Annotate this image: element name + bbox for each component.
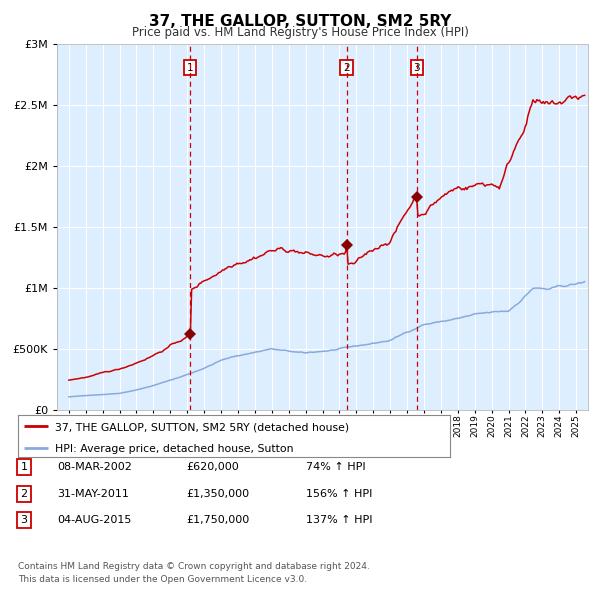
Text: 31-MAY-2011: 31-MAY-2011 bbox=[57, 489, 129, 499]
Text: This data is licensed under the Open Government Licence v3.0.: This data is licensed under the Open Gov… bbox=[18, 575, 307, 584]
Text: Contains HM Land Registry data © Crown copyright and database right 2024.: Contains HM Land Registry data © Crown c… bbox=[18, 562, 370, 571]
Text: 37, THE GALLOP, SUTTON, SM2 5RY (detached house): 37, THE GALLOP, SUTTON, SM2 5RY (detache… bbox=[55, 422, 349, 432]
Text: HPI: Average price, detached house, Sutton: HPI: Average price, detached house, Sutt… bbox=[55, 444, 293, 454]
Text: £1,350,000: £1,350,000 bbox=[186, 489, 249, 499]
Text: £620,000: £620,000 bbox=[186, 463, 239, 472]
Text: 1: 1 bbox=[20, 463, 28, 472]
Text: 74% ↑ HPI: 74% ↑ HPI bbox=[306, 463, 365, 472]
Text: 08-MAR-2002: 08-MAR-2002 bbox=[57, 463, 132, 472]
Text: 1: 1 bbox=[187, 63, 193, 73]
Text: 3: 3 bbox=[413, 63, 420, 73]
Text: 2: 2 bbox=[20, 489, 28, 499]
Text: 37, THE GALLOP, SUTTON, SM2 5RY: 37, THE GALLOP, SUTTON, SM2 5RY bbox=[149, 14, 451, 28]
Text: 04-AUG-2015: 04-AUG-2015 bbox=[57, 516, 131, 525]
Text: Price paid vs. HM Land Registry's House Price Index (HPI): Price paid vs. HM Land Registry's House … bbox=[131, 26, 469, 39]
Text: 3: 3 bbox=[20, 516, 28, 525]
Text: 2: 2 bbox=[343, 63, 350, 73]
Text: 137% ↑ HPI: 137% ↑ HPI bbox=[306, 516, 373, 525]
Text: 156% ↑ HPI: 156% ↑ HPI bbox=[306, 489, 373, 499]
Text: £1,750,000: £1,750,000 bbox=[186, 516, 249, 525]
